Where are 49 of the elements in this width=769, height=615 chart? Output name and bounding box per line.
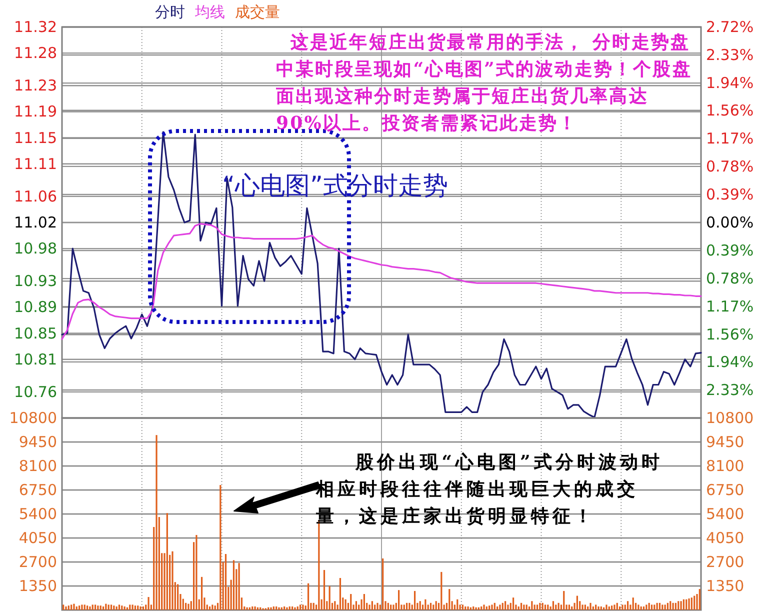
y-tick-label: 6750 — [18, 481, 57, 499]
y2-tick-label: 8100 — [706, 457, 744, 475]
y2-tick-label: 2.33% — [706, 46, 754, 64]
y-tick-label: 8100 — [18, 457, 57, 475]
y-tick-label: 1350 — [18, 577, 57, 595]
y-tick-label: 5400 — [18, 505, 57, 523]
y2-tick-label: 2.72% — [706, 18, 754, 36]
y-tick-label: 10.81 — [14, 350, 57, 368]
y2-tick-label: 1350 — [706, 577, 744, 595]
y-tick-label: 4050 — [18, 529, 57, 547]
y-tick-label: 11.11 — [14, 154, 57, 173]
y-tick-label: 11.28 — [14, 44, 57, 62]
y2-tick-label: 1.94% — [706, 74, 754, 92]
y2-tick-label: 0.78% — [706, 157, 754, 176]
y-tick-label: 11.02 — [14, 214, 57, 232]
y-tick-label: 11.32 — [14, 18, 57, 36]
y-tick-label: 10.93 — [14, 272, 57, 290]
name-均线: 均线 — [195, 3, 225, 21]
annotation: 这是近年短庄出货最常用的手法， 分时走势盘中某时段呈现如“心电图”式的波动走势！个股盘面出现这种分时走势属于短庄出货几率高达 90%以上。投资者需紧记此走势！ — [276, 31, 693, 136]
y-tick-label: 10800 — [9, 409, 57, 427]
y-tick-label: 2700 — [18, 553, 57, 571]
y2-tick-label: 0.78% — [706, 270, 754, 288]
y2-tick-label: 0.39% — [706, 185, 754, 204]
y2-tick-label: 1.17% — [706, 298, 754, 316]
y-tick-label: 10.76 — [14, 382, 57, 401]
y-tick-label: 11.23 — [14, 76, 57, 95]
y-tick-label: 11.19 — [14, 102, 57, 121]
y2-tick-label: 10800 — [706, 409, 754, 427]
y2-tick-label: 1.56% — [706, 326, 754, 344]
y-tick-label: 10.98 — [14, 240, 57, 258]
y2-tick-label: 6750 — [706, 481, 744, 499]
y2-tick-label: 4050 — [706, 529, 744, 547]
y-tick-label: 11.06 — [14, 187, 57, 206]
y-tick-label: 10.85 — [14, 324, 57, 342]
y-tick-label: 11.15 — [14, 128, 57, 147]
annotation: 股价出现“心电图”式分时波动时相应时段往往伴随出现巨大的成交量，这是庄家出货明显特征！ — [316, 451, 664, 529]
y-tick-label: 9450 — [18, 433, 57, 451]
y2-tick-label: 2700 — [706, 553, 744, 571]
y2-tick-label: 0.39% — [706, 242, 754, 260]
y2-tick-label: 1.17% — [706, 129, 754, 148]
y2-tick-label: 1.94% — [706, 352, 754, 371]
name-分时: 分时 — [155, 3, 185, 21]
y2-tick-label: 0.00% — [706, 214, 754, 232]
y2-tick-label: 5400 — [706, 505, 744, 523]
name-成交量: 成交量 — [235, 3, 280, 21]
y2-tick-label: 1.56% — [706, 101, 754, 120]
y2-tick-label: 9450 — [706, 433, 744, 451]
y2-tick-label: 2.33% — [706, 380, 754, 399]
y-tick-label: 10.89 — [14, 298, 57, 316]
